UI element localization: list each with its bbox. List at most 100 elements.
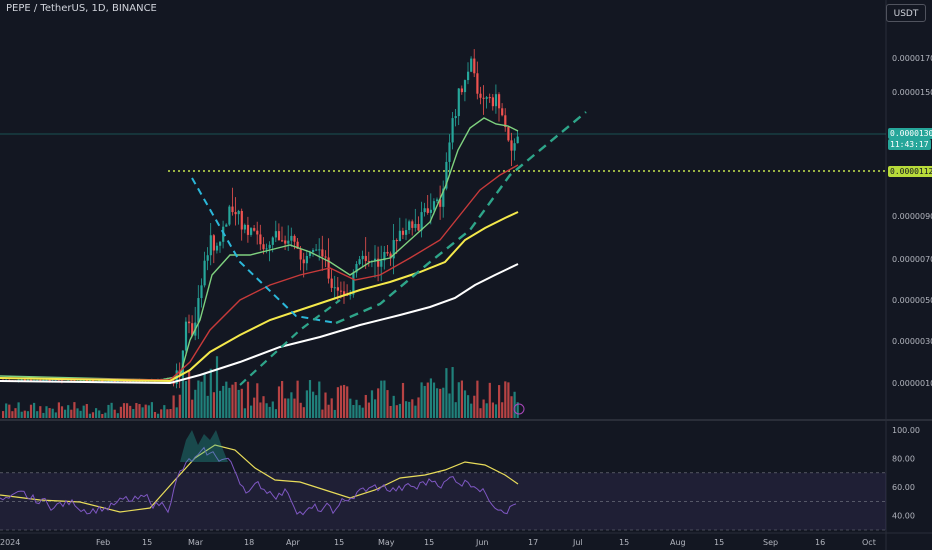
candle-body xyxy=(454,116,457,119)
volume-bar xyxy=(95,408,98,418)
volume-bar xyxy=(339,385,343,418)
candle-body xyxy=(203,260,206,286)
candle-body xyxy=(42,379,45,381)
ema-long-line xyxy=(0,263,519,385)
candle-body xyxy=(479,93,482,98)
volume-bar xyxy=(429,378,432,418)
candle-body xyxy=(88,380,91,382)
volume-bar xyxy=(476,380,479,418)
y-tick-label: 0.00001700 xyxy=(892,54,932,63)
volume-bar xyxy=(364,394,367,418)
candle-body xyxy=(417,223,420,231)
candle-body xyxy=(281,240,284,242)
candle-body xyxy=(383,251,386,261)
candle-body xyxy=(336,287,339,291)
volume-bar xyxy=(414,405,417,418)
volume-bar xyxy=(157,413,160,418)
ema-slow-line xyxy=(0,211,519,383)
candle-body xyxy=(262,244,265,250)
volume-bar xyxy=(324,392,327,418)
volume-bar xyxy=(432,382,436,418)
volume-bar xyxy=(439,388,442,418)
volume-bar xyxy=(281,381,284,418)
candle-body xyxy=(510,140,513,151)
volume-bar xyxy=(358,405,361,418)
candle-body xyxy=(423,208,426,213)
level-price-tag: 0.00001124 xyxy=(888,166,932,177)
volume-bar xyxy=(11,411,14,418)
candle-body xyxy=(358,259,361,265)
volume-bar xyxy=(212,392,215,418)
candle-body xyxy=(237,210,240,215)
candle-body xyxy=(432,201,436,210)
y-tick-label: 0.00000300 xyxy=(892,337,932,346)
candle-body xyxy=(470,58,473,72)
candle-body xyxy=(228,206,231,225)
volume-bar xyxy=(36,411,39,418)
volume-bar xyxy=(194,389,197,418)
candle-body xyxy=(367,260,370,262)
volume-bar xyxy=(395,405,398,418)
candle-body xyxy=(448,142,451,162)
volume-bar xyxy=(113,409,116,418)
volume-bar xyxy=(287,398,290,418)
candle-body xyxy=(129,380,132,382)
volume-bar xyxy=(88,413,91,418)
cyan-dashed-line xyxy=(191,177,337,324)
volume-bar xyxy=(147,405,150,418)
volume-bar xyxy=(110,402,113,418)
candle-body xyxy=(234,212,237,215)
volume-bar xyxy=(175,407,178,418)
candle-body xyxy=(20,379,23,381)
x-tick-label: 15 xyxy=(714,538,724,547)
volume-bar xyxy=(8,404,11,418)
x-tick-label: 15 xyxy=(142,538,152,547)
candle-body xyxy=(389,253,392,259)
volume-bar xyxy=(129,405,132,418)
ema-fast-line xyxy=(0,117,519,381)
volume-bar xyxy=(20,411,23,418)
volume-bar xyxy=(299,402,302,418)
volume-bar xyxy=(14,408,17,418)
volume-bar xyxy=(463,390,467,418)
candle-body xyxy=(212,235,215,251)
volume-bar xyxy=(401,382,405,418)
candle-body xyxy=(231,206,234,213)
candle-body xyxy=(457,88,460,117)
volume-bar xyxy=(42,412,45,418)
y-tick-label: 0.00001500 xyxy=(892,88,932,97)
currency-button[interactable]: USDT xyxy=(886,4,926,22)
volume-bar xyxy=(293,398,296,418)
volume-bar xyxy=(262,396,265,418)
candle-body xyxy=(287,240,290,244)
volume-bar xyxy=(48,408,51,418)
candle-body xyxy=(250,228,253,235)
candle-body xyxy=(265,248,268,250)
candle-body xyxy=(491,97,494,107)
x-tick-label: 2024 xyxy=(0,538,20,547)
candle-body xyxy=(26,379,29,381)
rsi-tick-label: 80.00 xyxy=(892,455,915,464)
volume-bar xyxy=(367,402,370,418)
candle-body xyxy=(414,223,417,228)
volume-bar xyxy=(39,406,42,418)
x-tick-label: Aug xyxy=(670,538,686,547)
x-tick-label: 15 xyxy=(424,538,434,547)
candle-body xyxy=(380,260,383,267)
candle-body xyxy=(277,231,281,241)
volume-bar xyxy=(26,411,29,418)
candle-body xyxy=(246,224,250,235)
volume-bar xyxy=(494,404,498,418)
volume-bar xyxy=(33,402,36,418)
volume-bar xyxy=(516,402,519,418)
candle-body xyxy=(498,94,501,109)
volume-bar xyxy=(237,389,240,418)
candle-body xyxy=(473,58,476,74)
x-tick-label: Feb xyxy=(96,538,110,547)
volume-bar xyxy=(315,395,318,418)
candle-body xyxy=(467,71,470,81)
candle-body xyxy=(178,370,181,376)
volume-bar xyxy=(76,408,79,418)
candle-body xyxy=(206,255,209,261)
